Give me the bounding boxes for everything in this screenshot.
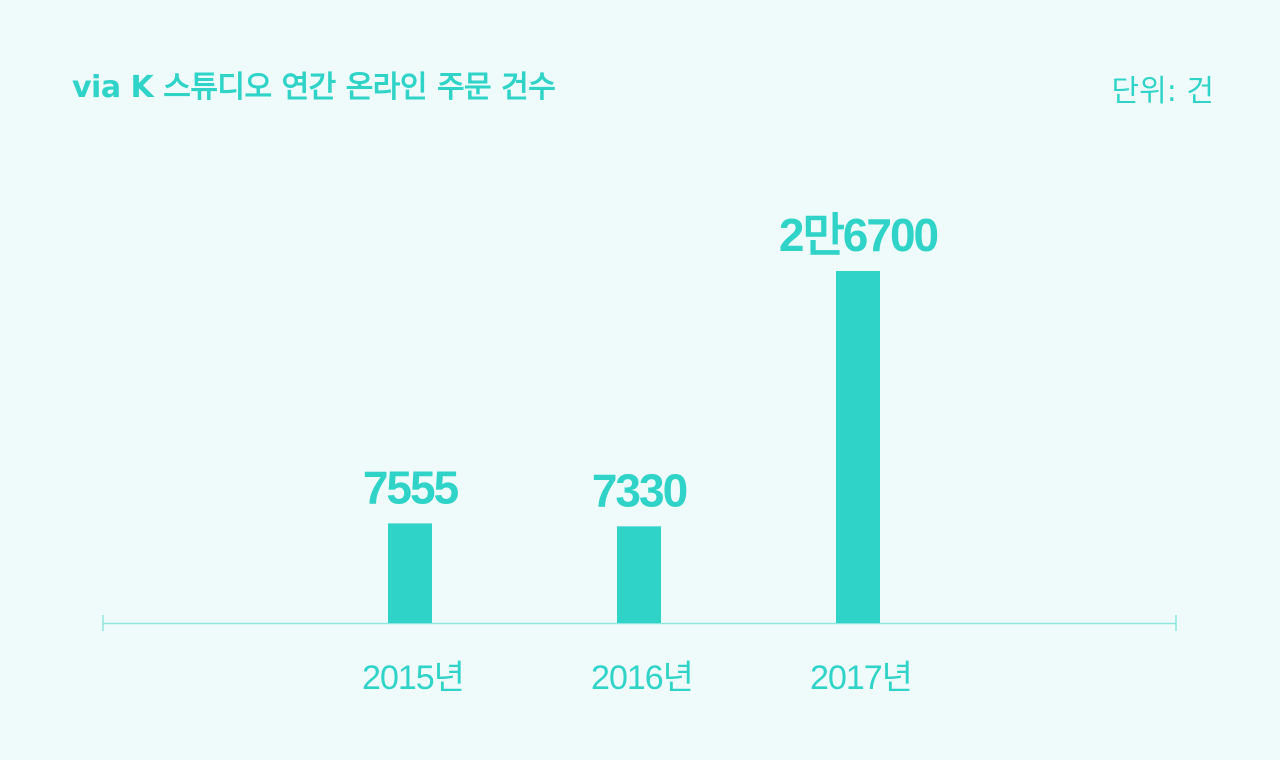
bar-2015 <box>388 523 432 623</box>
category-label: 2017년 <box>810 659 912 697</box>
category-label: 2015년 <box>362 659 464 697</box>
chart-title: via K 스튜디오 연간 온라인 주문 건수 <box>72 70 556 105</box>
unit-label: 단위: 건 <box>1111 74 1214 109</box>
bar-2016 <box>617 526 661 623</box>
value-label: 7555 <box>363 461 459 513</box>
category-label: 2016년 <box>591 659 693 697</box>
value-label: 7330 <box>592 464 687 516</box>
value-label: 2만6700 <box>779 209 938 261</box>
bar-2017 <box>836 271 880 623</box>
